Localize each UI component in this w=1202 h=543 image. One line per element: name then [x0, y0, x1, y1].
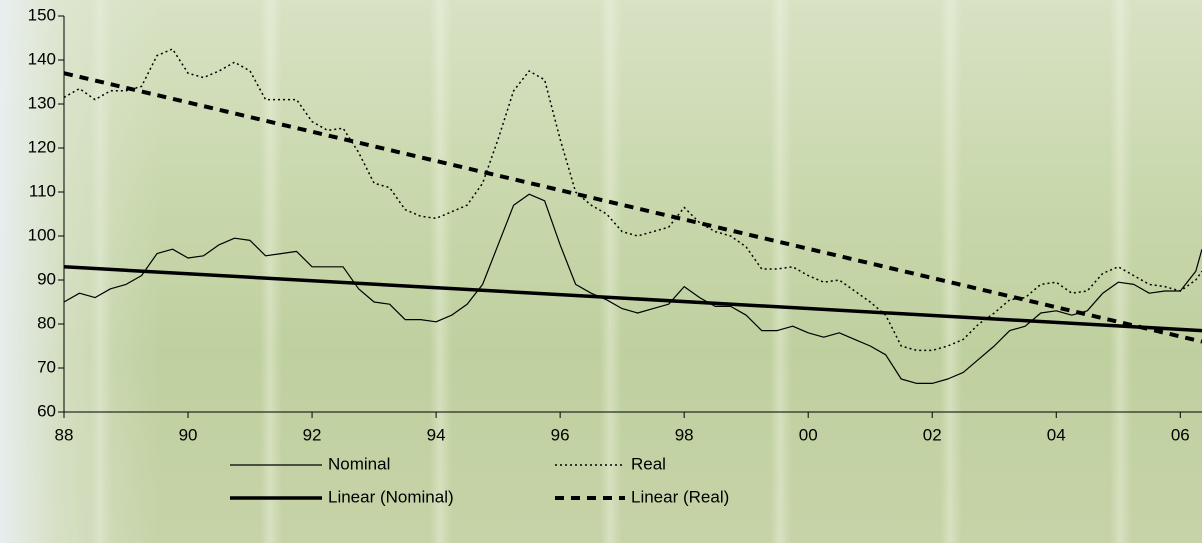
y-tick-label: 90 [37, 269, 56, 288]
series-line [63, 193, 1202, 384]
x-tick-label: 00 [799, 425, 818, 444]
legend-label: Nominal [328, 454, 390, 473]
x-tick-label: 92 [303, 425, 322, 444]
y-tick-label: 150 [28, 5, 56, 24]
legend-label: Linear (Real) [631, 487, 729, 506]
y-tick-label: 70 [37, 357, 56, 376]
y-tick-label: 60 [37, 401, 56, 420]
x-tick-label: 02 [923, 425, 942, 444]
legend-label: Linear (Nominal) [328, 487, 454, 506]
x-tick-label: 04 [1047, 425, 1066, 444]
x-tick-label: 90 [179, 425, 198, 444]
x-tick-label: 96 [551, 425, 570, 444]
legend-label: Real [631, 454, 666, 473]
y-tick-label: 130 [28, 93, 56, 112]
y-tick-label: 100 [28, 225, 56, 244]
y-tick-label: 120 [28, 137, 56, 156]
x-tick-label: 98 [675, 425, 694, 444]
y-tick-label: 80 [37, 313, 56, 332]
series-line [63, 265, 1202, 333]
x-tick-label: 94 [427, 425, 446, 444]
x-tick-label: 88 [55, 425, 74, 444]
series-line [63, 48, 1202, 352]
y-tick-label: 140 [28, 49, 56, 68]
y-tick-label: 110 [29, 181, 56, 200]
x-tick-label: 06 [1171, 425, 1190, 444]
series-line [63, 71, 1202, 344]
